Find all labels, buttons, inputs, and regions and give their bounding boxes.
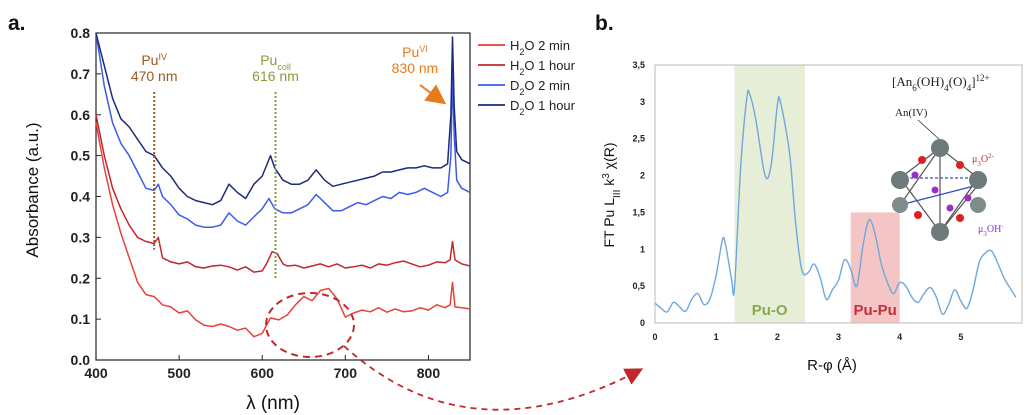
panel-b-ytick-label: 3,5	[632, 60, 645, 70]
panel-b-xtick-label: 1	[714, 332, 719, 342]
link-arrow	[343, 345, 644, 411]
cluster-formula: [An6(OH)4(O)4]12+	[892, 73, 990, 93]
panel-a-ytick-label: 0.1	[71, 311, 91, 327]
panel-a-ytick-label: 0.8	[71, 25, 91, 41]
legend-entry: H2O 2 min	[510, 38, 570, 57]
annotation-wavelength: 830 nm	[392, 60, 439, 76]
panel-b-xlabel: R-φ (Å)	[807, 357, 857, 374]
panel-a-ytick-label: 0.2	[71, 270, 91, 286]
annotation-wavelength: 616 nm	[252, 68, 299, 84]
panel-b-label: b.	[595, 12, 614, 35]
panel-b-ytick-label: 1,5	[632, 207, 645, 217]
panel-a-ytick-label: 0.5	[71, 148, 91, 164]
panel-a-xtick-label: 800	[417, 365, 441, 381]
annotation-species: PuIV	[141, 52, 167, 68]
cluster-atoms	[891, 139, 987, 241]
legend-entry: H2O 1 hour	[510, 58, 576, 77]
panel-b-axes: 0 0,5 1 1,5 2 2,5 3 3,5 0 1 2 3 4 5	[632, 60, 1023, 342]
panel-b-ytick-label: 2,5	[632, 134, 645, 144]
panel-b-ytick-label: 3	[640, 97, 645, 107]
panel-b-ytick-label: 1	[640, 244, 645, 254]
region-band	[734, 65, 805, 323]
panel-b-series	[654, 89, 1017, 315]
panel-a-ytick-label: 0.3	[71, 229, 91, 245]
series-line	[95, 32, 471, 206]
panel-a-ytick-label: 0.6	[71, 107, 91, 123]
panel-a-xtick-label: 400	[84, 365, 108, 381]
panel-b-frame	[654, 64, 1023, 324]
panel-a-ytick-label: 0.4	[71, 189, 91, 205]
exafs-line	[654, 89, 1017, 315]
region-band	[850, 212, 900, 323]
panel-b-ylabel: FT Pu LIII k3 χ(R)	[601, 142, 623, 247]
panel-a-label: a.	[8, 12, 26, 35]
panel-b-xtick-label: 3	[836, 332, 841, 342]
panel-a-ylabel: Absorbance (a.u.)	[23, 122, 42, 257]
highlight-ellipse	[265, 292, 355, 358]
series-line	[95, 32, 471, 228]
panel-b-xtick-label: 2	[775, 332, 780, 342]
panel-b-xtick-label: 0	[652, 332, 657, 342]
panel-a-axes: 0.0 0.1 0.2 0.3 0.4 0.5 0.6 0.7 0.8 400 500 600 700 8…	[71, 25, 471, 381]
panel-a-xlabel: λ (nm)	[246, 393, 300, 414]
panel-a: a. 0.0 0.1 0.2 0.3 0.4 0.5 0.6 0.7 0.8 400 500 600 7…	[8, 12, 644, 414]
panel-a-ytick-label: 0.0	[71, 352, 91, 368]
panel-a-ytick-label: 0.7	[71, 66, 91, 82]
an-iv-label: An(IV)	[895, 107, 928, 119]
panel-b-xtick-label: 4	[897, 332, 902, 342]
panel-b-regions	[734, 65, 900, 323]
region-label: Pu-Pu	[854, 302, 897, 319]
panel-a-xtick-label: 500	[167, 365, 191, 381]
legend-entry: D2O 1 hour	[510, 98, 576, 117]
panel-b-ytick-label: 0,5	[632, 281, 645, 291]
annotation-species: Pucoll	[260, 52, 291, 72]
series-line	[95, 114, 471, 273]
annotation-arrow	[419, 84, 447, 105]
series-line	[95, 122, 471, 338]
region-label: Pu-O	[752, 302, 788, 319]
panel-a-series	[95, 32, 471, 338]
panel-b: b. 0 0,5 1 1,5 2 2,5 3 3,5 0 1 2 3 4 5 Pu-O Pu-Pu FT P…	[595, 12, 1023, 374]
panel-b-ytick-label: 0	[640, 318, 645, 328]
cluster-inset: [An6(OH)4(O)4]12+ An(IV) μ3O2- μ3OH-	[891, 73, 1004, 241]
mu3oh-label: μ3OH-	[978, 222, 1004, 238]
panel-b-ytick-label: 2	[640, 171, 645, 181]
panel-a-xtick-label: 600	[251, 365, 275, 381]
annotation-wavelength: 470 nm	[131, 68, 178, 84]
annotation-species: PuVI	[402, 44, 428, 60]
mu3o-label: μ3O2-	[972, 152, 995, 168]
legend-entry: D2O 2 min	[510, 78, 570, 97]
panel-b-region-labels: Pu-O Pu-Pu	[752, 302, 897, 319]
panel-b-xtick-label: 5	[958, 332, 963, 342]
panel-a-xtick-label: 700	[334, 365, 358, 381]
